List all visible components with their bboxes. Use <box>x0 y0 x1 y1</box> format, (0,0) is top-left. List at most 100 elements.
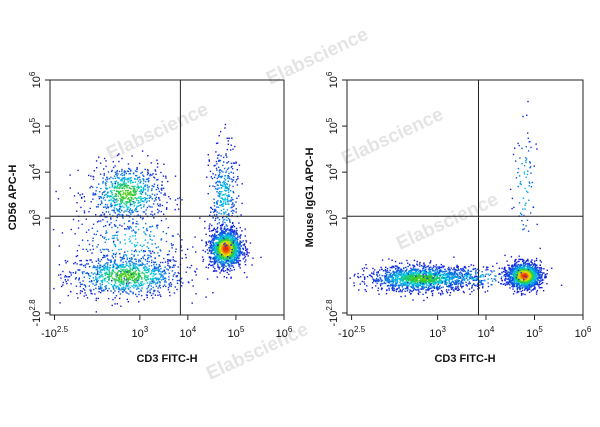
event-dot <box>103 191 105 193</box>
event-dot <box>147 242 149 244</box>
event-dot <box>116 169 118 172</box>
event-dot <box>121 279 123 281</box>
event-dot <box>217 154 219 157</box>
event-dot <box>221 232 223 234</box>
event-dot <box>114 201 116 204</box>
event-dot <box>132 267 134 269</box>
event-dot <box>238 265 240 267</box>
event-dot <box>116 237 118 239</box>
event-dot <box>92 223 95 225</box>
event-dot <box>231 265 233 267</box>
event-dot <box>133 281 136 284</box>
event-dot <box>97 258 100 260</box>
event-dot <box>149 234 151 236</box>
event-dot <box>208 264 210 266</box>
event-dot <box>75 277 77 279</box>
event-dot <box>123 173 126 175</box>
event-dot <box>162 261 164 264</box>
event-dot <box>230 260 232 262</box>
event-dot <box>388 287 390 289</box>
event-dot <box>425 283 427 285</box>
event-dot <box>137 210 139 213</box>
event-dot <box>168 250 170 252</box>
event-dot <box>243 272 246 274</box>
event-dot <box>134 190 137 192</box>
event-dot <box>125 204 128 206</box>
event-dot <box>102 219 104 221</box>
event-dot <box>106 196 108 198</box>
event-dot <box>143 231 145 233</box>
event-dot <box>111 185 114 187</box>
event-dot <box>97 262 100 264</box>
event-dot <box>225 190 227 192</box>
event-dot <box>439 281 441 283</box>
event-dot <box>405 271 408 274</box>
event-dot <box>131 258 133 260</box>
event-dot <box>120 203 122 205</box>
event-dot <box>215 254 218 256</box>
event-dot <box>239 249 241 252</box>
event-dot <box>220 243 222 246</box>
event-dot <box>131 273 133 275</box>
event-dot <box>157 211 159 214</box>
event-dot <box>93 266 96 268</box>
event-dot <box>96 277 98 279</box>
event-dot <box>125 275 127 277</box>
event-dot <box>141 264 143 266</box>
event-dot <box>149 254 151 257</box>
event-dot <box>440 292 442 295</box>
event-dot <box>146 206 149 209</box>
event-dot <box>144 199 146 201</box>
event-dot <box>122 281 124 283</box>
event-dot <box>134 271 136 273</box>
event-dot <box>141 171 143 173</box>
event-dot <box>235 257 238 259</box>
event-dot <box>221 234 223 236</box>
event-dot <box>232 262 234 264</box>
event-dot <box>359 283 361 285</box>
event-dot <box>408 280 410 282</box>
event-dot <box>119 264 122 266</box>
event-dot <box>113 244 116 246</box>
event-dot <box>82 280 84 282</box>
event-dot <box>130 227 132 229</box>
event-dot <box>135 208 137 211</box>
event-dot <box>398 272 400 274</box>
event-dot <box>446 279 448 281</box>
event-dot <box>100 214 103 216</box>
event-dot <box>412 277 414 279</box>
event-dot <box>208 263 211 265</box>
event-dot <box>469 293 471 295</box>
event-dot <box>151 250 154 253</box>
event-dot <box>229 249 231 251</box>
event-dot <box>104 190 106 192</box>
event-dot <box>386 277 389 280</box>
event-dot <box>117 195 119 197</box>
event-dot <box>160 192 162 194</box>
event-dot <box>101 201 103 204</box>
event-dot <box>232 205 235 207</box>
event-dot <box>165 281 167 283</box>
event-dot <box>129 257 131 260</box>
event-dot <box>168 291 171 293</box>
event-dot <box>372 273 374 275</box>
event-dot <box>136 178 138 180</box>
event-dot <box>399 280 401 282</box>
event-dot <box>427 289 429 292</box>
event-dot <box>105 286 107 289</box>
event-dot <box>64 279 66 281</box>
event-dot <box>163 281 166 283</box>
event-dot <box>224 238 226 241</box>
event-dot <box>432 280 434 283</box>
event-dot <box>226 267 229 270</box>
event-dot <box>108 276 110 278</box>
event-dot <box>110 170 113 173</box>
event-dot <box>90 280 93 282</box>
event-dot <box>376 273 378 275</box>
event-dot <box>108 272 111 275</box>
event-dot <box>234 244 236 246</box>
event-dot <box>116 216 118 219</box>
event-dot <box>147 155 149 157</box>
event-dot <box>377 275 379 277</box>
